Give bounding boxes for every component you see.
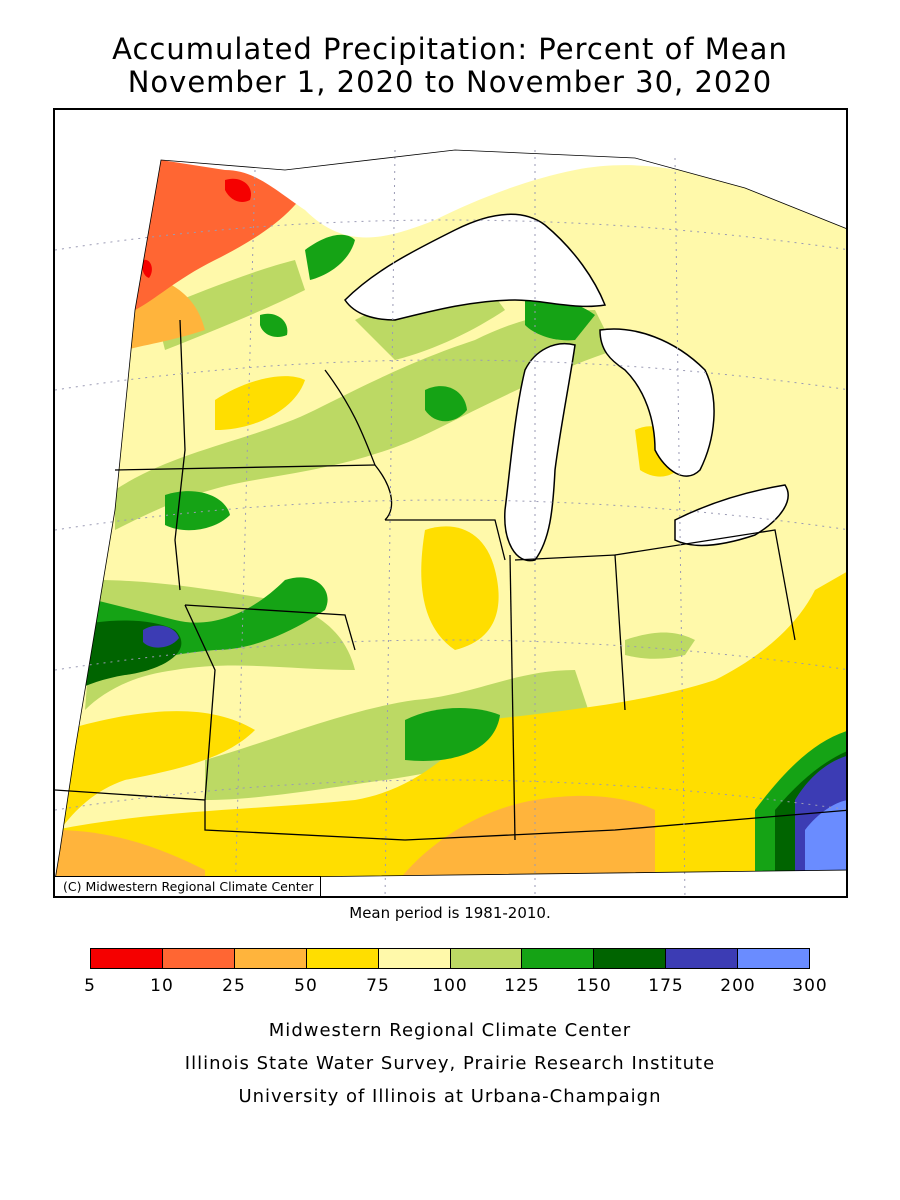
band-50-75	[421, 526, 499, 650]
legend-tick-175: 175	[648, 976, 684, 996]
legend-tick-100: 100	[432, 976, 468, 996]
legend-tick-25: 25	[222, 976, 246, 996]
legend-tick-labels: 5 10 25 50 75 100 125 150 175 200 300	[84, 976, 827, 998]
band-125-150	[260, 313, 288, 337]
color-legend	[90, 948, 810, 969]
mean-period-note: Mean period is 1981-2010.	[349, 904, 551, 922]
legend-tick-150: 150	[576, 976, 612, 996]
band-5-10	[142, 259, 152, 278]
legend-swatch-3	[306, 949, 379, 968]
band-50-75	[60, 711, 255, 830]
band-125-150	[425, 386, 467, 422]
legend-tick-5: 5	[84, 976, 96, 996]
band-125-150	[165, 491, 230, 531]
lake-erie	[674, 484, 789, 547]
band-125-150	[305, 234, 355, 280]
legend-swatch-2	[234, 949, 307, 968]
footer-org: Midwestern Regional Climate Center	[268, 1020, 632, 1041]
legend-swatch-9	[738, 949, 810, 968]
band-5-10	[225, 178, 251, 202]
footer-survey: Illinois State Water Survey, Prairie Res…	[184, 1053, 716, 1074]
map-date-range: November 1, 2020 to November 30, 2020	[127, 65, 773, 99]
band-125-150	[525, 298, 595, 341]
legend-swatch-6	[522, 949, 595, 968]
lake-superior	[344, 213, 607, 321]
canada-region	[161, 110, 846, 238]
precipitation-map: (C) Midwestern Regional Climate Center	[53, 108, 848, 898]
band-125-150	[405, 708, 500, 761]
copyright-label: (C) Midwestern Regional Climate Center	[55, 876, 321, 896]
band-100-125	[115, 310, 615, 530]
legend-swatch-1	[162, 949, 235, 968]
map-title: Accumulated Precipitation: Percent of Me…	[112, 32, 788, 66]
map-canvas	[55, 110, 846, 896]
legend-tick-75: 75	[366, 976, 390, 996]
legend-swatch-7	[594, 949, 667, 968]
legend-tick-200: 200	[720, 976, 756, 996]
great-lakes	[344, 213, 789, 562]
legend-swatch-8	[666, 949, 739, 968]
legend-swatch-0	[91, 949, 163, 968]
footer-university: University of Illinois at Urbana-Champai…	[238, 1086, 662, 1107]
band-10-25	[135, 150, 315, 310]
graticule	[55, 149, 846, 896]
legend-tick-10: 10	[150, 976, 174, 996]
state-borders	[55, 319, 846, 841]
band-50-75	[215, 376, 305, 430]
legend-tick-300: 300	[792, 976, 828, 996]
legend-swatch-4	[378, 949, 451, 968]
legend-tick-50: 50	[294, 976, 318, 996]
lake-michigan	[504, 343, 576, 562]
legend-swatch-5	[450, 949, 523, 968]
band-25-50	[55, 830, 205, 880]
band-175-200	[143, 625, 179, 648]
band-100-125	[625, 632, 695, 659]
legend-tick-125: 125	[504, 976, 540, 996]
band-100-125	[205, 670, 595, 800]
